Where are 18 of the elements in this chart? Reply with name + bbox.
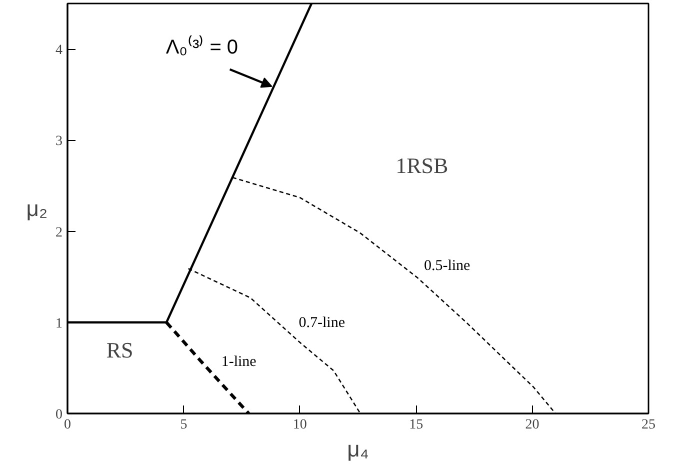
x-tick-label: 25: [642, 418, 656, 432]
x-tick-label: 10: [292, 418, 307, 432]
y-tick-label: 0: [56, 408, 62, 422]
text: Λ₀⁽³⁾ = 0: [166, 34, 238, 58]
series-label: 0.7-line: [298, 314, 346, 331]
y-tick-label: 1: [56, 316, 62, 332]
annotation: RS: [106, 337, 134, 362]
series-label: 0.5-line: [424, 258, 471, 274]
y-tick-label: 2: [56, 225, 62, 240]
x-tick-label: 5: [180, 418, 188, 432]
x-axis-title: μ₄: [347, 436, 369, 462]
series-label: 1-line: [221, 354, 257, 370]
y-axis-title: μ₂: [26, 196, 48, 221]
y-tick-label: 3: [56, 134, 62, 150]
annotation: 1RSB: [396, 152, 448, 178]
y-tick-label: 4: [56, 43, 62, 58]
x-tick-label: 15: [409, 418, 424, 432]
x-tick-label: 20: [525, 418, 540, 432]
